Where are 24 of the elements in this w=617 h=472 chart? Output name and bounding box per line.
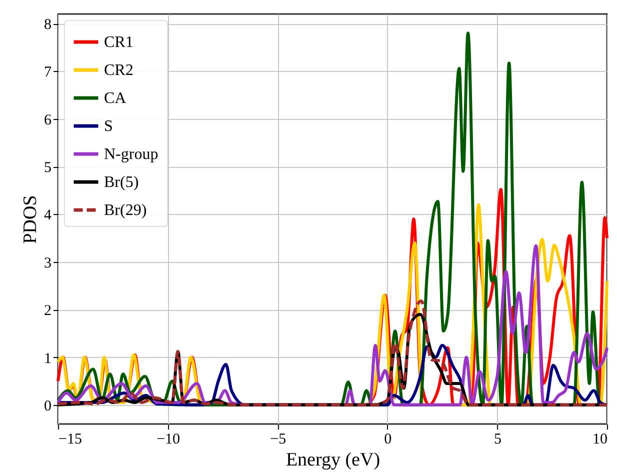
x-axis-title: Energy (eV) [286,450,380,470]
y-tick-label: 4 [44,208,52,224]
x-tick-label: 10 [592,432,608,448]
x-tick-label: 5 [494,432,502,448]
y-tick-label: 2 [44,303,52,320]
legend-label: Br(5) [104,174,139,191]
legend-label: Br(29) [104,202,147,219]
x-tick-label: −15 [58,432,82,448]
y-tick-label: 7 [44,64,52,81]
legend-label: CA [104,90,127,107]
y-tick-label: 1 [44,350,52,367]
x-tick-label: −5 [270,432,286,448]
legend-label: N-group [104,146,158,163]
y-tick-label: 0 [44,398,52,414]
x-tick-label: −10 [156,432,180,448]
y-tick-label: 8 [44,17,52,34]
x-tick-label: 0 [384,432,392,448]
y-axis-title: PDOS [20,195,41,244]
legend-label: CR2 [104,62,134,79]
legend-label: CR1 [104,34,134,51]
y-tick-label: 3 [44,255,52,272]
y-tick-label: 5 [44,160,52,176]
legend-label: S [104,118,113,135]
y-tick-label: 6 [44,112,52,128]
